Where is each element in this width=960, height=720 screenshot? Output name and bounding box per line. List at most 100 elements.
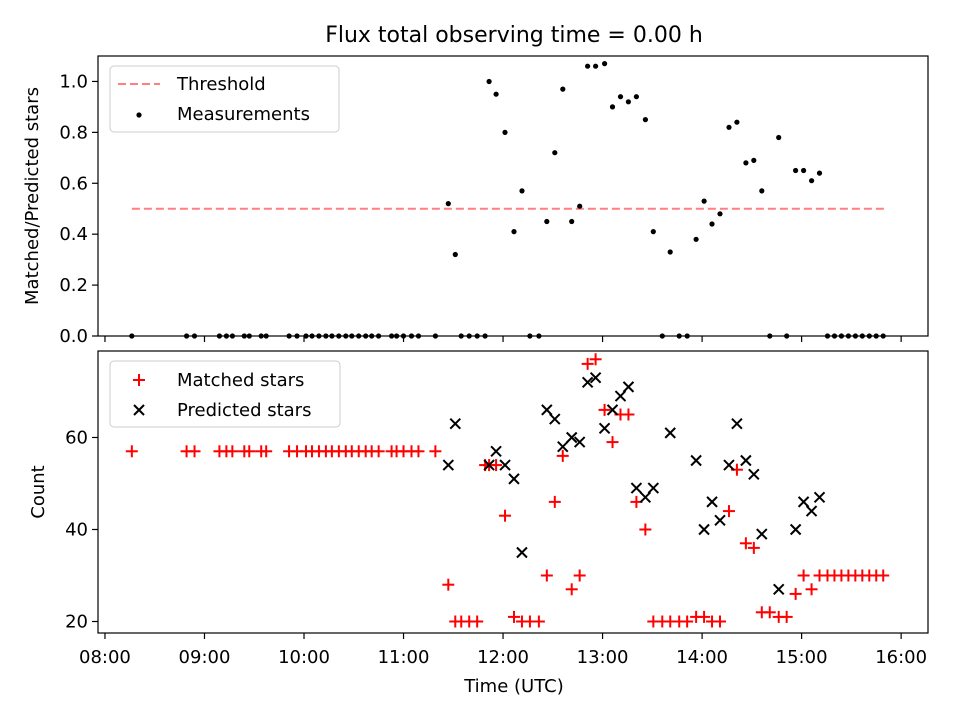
predicted-star-point (698, 523, 710, 536)
measurement-point (356, 333, 362, 339)
matched-star-point (589, 353, 602, 366)
matched-star-point (243, 445, 256, 458)
predicted-star-point (566, 431, 578, 444)
matched-star-point (789, 587, 802, 600)
ratio-y-tick-label: 1.0 (59, 71, 88, 92)
ratio-y-tick-label: 0.4 (59, 224, 88, 245)
measurement-point (577, 203, 583, 209)
measurement-point (482, 333, 488, 339)
matched-star-point (581, 357, 594, 370)
matched-star-point (598, 403, 611, 416)
matched-star-point (681, 615, 694, 628)
legend-predicted-label: Predicted stars (177, 400, 311, 421)
measurement-point (809, 178, 815, 184)
measurement-point (415, 333, 422, 339)
measurement-point (816, 170, 823, 176)
measurement-point (241, 333, 247, 339)
matched-star-point (606, 436, 619, 449)
matched-star-point (429, 445, 442, 458)
time-x-tick-label: 08:00 (79, 647, 131, 668)
predicted-star-point (773, 583, 785, 596)
predicted-star-point (499, 459, 511, 471)
measurement-point (845, 333, 852, 339)
measurement-point (873, 333, 879, 339)
measurement-point (486, 78, 492, 85)
matched-star-point (877, 569, 890, 582)
measurement-point (650, 229, 656, 235)
matched-star-point (540, 569, 553, 582)
measurement-point (593, 63, 599, 69)
measurement-point (838, 333, 845, 339)
time-x-tick-label: 09:00 (179, 647, 231, 668)
measurement-point (452, 251, 458, 258)
predicted-star-point (516, 546, 528, 559)
measurement-point (585, 63, 591, 69)
predicted-star-point (789, 523, 802, 536)
measurement-point (667, 249, 673, 255)
measurement-point (759, 188, 765, 194)
matched-star-point (722, 505, 735, 518)
measurement-point (784, 333, 790, 339)
predicted-star-point (541, 404, 553, 416)
measurement-point (458, 333, 464, 339)
ratio-legend: Threshold Measurements (109, 65, 340, 133)
measurement-point (316, 333, 322, 339)
measurement-point (552, 150, 558, 156)
measurement-point (343, 333, 349, 339)
measurement-point (336, 333, 342, 339)
measurement-point (286, 333, 292, 339)
measurement-point (560, 86, 566, 92)
measurement-point (294, 333, 300, 339)
legend-matched-label: Matched stars (177, 370, 304, 391)
measurement-point (223, 333, 229, 339)
matched-star-point (763, 606, 776, 619)
predicted-star-point (723, 459, 735, 471)
measurement-point (258, 333, 264, 339)
measurement-point (676, 333, 682, 339)
predicted-star-point (549, 413, 561, 425)
measurement-point (246, 333, 252, 339)
measurement-point (824, 333, 831, 339)
measurement-point (544, 218, 550, 225)
predicted-star-point (508, 473, 520, 485)
matched-star-point (499, 509, 512, 522)
predicted-star-point (639, 491, 652, 503)
measurement-point (329, 333, 335, 339)
predicted-star-point (690, 454, 702, 467)
count-legend-box (109, 360, 341, 428)
measurement-point (701, 198, 707, 204)
measurement-point (493, 91, 499, 97)
measurement-point (743, 160, 749, 166)
measurement-point (767, 333, 773, 339)
count-panel: 20 40 60 08:00 09:00 10:00 11:00 12:00 13:00 14:… (28, 350, 929, 697)
predicted-star-point (483, 459, 495, 471)
count-panel-frame (97, 350, 929, 634)
measurement-point (216, 333, 222, 339)
ratio-panel: Flux total observing time = 0.00 h 0.0 0.… (22, 23, 929, 347)
time-x-tick-label: 15:00 (776, 647, 828, 668)
measurement-point (376, 333, 382, 339)
measurement-point (511, 229, 517, 235)
measurement-point (263, 333, 269, 339)
count-y-axis-label: Count (28, 465, 49, 518)
time-x-tick-label: 11:00 (378, 647, 430, 668)
predicted-star-point (797, 496, 810, 508)
measurement-point (129, 333, 135, 339)
time-x-tick-label: 12:00 (477, 647, 529, 668)
measurement-point (466, 333, 472, 339)
predicted-star-point (714, 514, 726, 526)
legend-threshold-label: Threshold (176, 74, 266, 95)
matched-star-point (490, 459, 503, 472)
matched-star-point (739, 537, 752, 550)
measurement-point (717, 211, 723, 217)
measurement-point (389, 333, 395, 339)
measurement-point (309, 333, 315, 339)
matched-star-point (507, 610, 520, 623)
measurement-point (751, 157, 757, 163)
measurement-point (859, 333, 865, 339)
matched-star-point (805, 583, 818, 596)
x-axis-label: Time (UTC) (463, 676, 564, 697)
matched-star-point (714, 615, 727, 628)
